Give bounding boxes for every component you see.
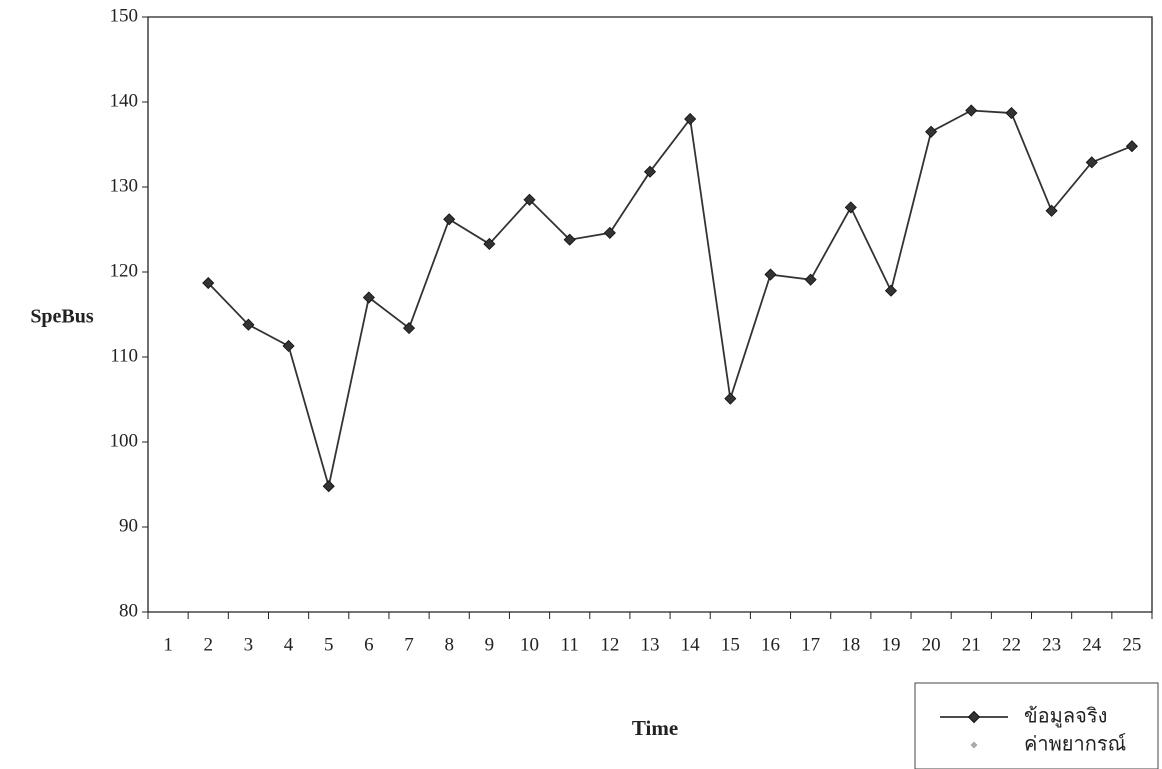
x-tick-label: 2 [203,634,213,655]
x-tick-label: 15 [721,634,740,655]
series-line [207,109,1133,487]
legend-label: ข้อมูลจริง [1024,704,1107,729]
x-tick-label: 3 [244,634,254,655]
data-point [523,193,536,206]
data-point [402,322,416,335]
x-tick-label: 6 [364,634,374,655]
data-point [362,291,375,304]
data-point [443,213,456,226]
x-tick-label: 24 [1082,634,1102,655]
data-point [202,276,215,290]
y-tick-label: 150 [110,5,139,26]
data-point [322,480,335,493]
x-tick-label: 8 [444,634,454,655]
y-tick-label: 140 [110,90,139,111]
data-point [724,392,737,405]
data-point [483,237,496,251]
y-axis-title: SpeBus [30,306,94,328]
data-point [242,318,255,331]
data-point [1005,106,1018,120]
x-tick-label: 12 [600,634,619,655]
data-point [1045,204,1058,217]
data-point [1085,156,1098,169]
data-point [965,104,978,117]
data-point [282,339,295,353]
y-tick-label: 90 [119,515,138,536]
y-tick-label: 100 [110,430,139,451]
data-point [643,165,657,178]
x-tick-label: 11 [561,634,579,655]
x-tick-label: 13 [641,634,660,655]
x-tick-label: 1 [163,634,173,655]
x-tick-label: 19 [881,634,900,655]
legend-box [914,682,1159,769]
data-point [1125,140,1138,153]
data-point [925,125,938,138]
x-tick-label: 14 [681,634,701,655]
x-tick-label: 17 [801,634,820,655]
x-tick-label: 9 [485,634,495,655]
y-tick-label: 120 [110,260,139,281]
data-point [603,226,616,239]
x-tick-label: 4 [284,634,294,655]
x-tick-label: 10 [520,634,539,655]
x-tick-label: 22 [1002,634,1021,655]
data-point [884,284,898,297]
y-tick-label: 80 [119,600,138,621]
x-tick-label: 20 [922,634,941,655]
x-tick-label: 18 [841,634,860,655]
data-point [684,112,697,126]
y-tick-label: 130 [110,175,139,196]
y-tick-label: 110 [110,345,138,366]
x-axis-title: Time [632,716,678,740]
x-tick-label: 5 [324,634,334,655]
legend-marker [970,741,978,749]
x-tick-label: 25 [1122,634,1141,655]
legend-marker [967,710,981,724]
data-point [804,273,817,286]
data-point [764,268,777,281]
x-tick-label: 21 [962,634,981,655]
x-tick-label: 23 [1042,634,1061,655]
x-tick-label: 16 [761,634,780,655]
data-point [844,201,857,214]
legend-label: ค่าพยากรณ์ [1024,732,1126,756]
x-tick-label: 7 [404,634,414,655]
data-point [563,233,576,246]
